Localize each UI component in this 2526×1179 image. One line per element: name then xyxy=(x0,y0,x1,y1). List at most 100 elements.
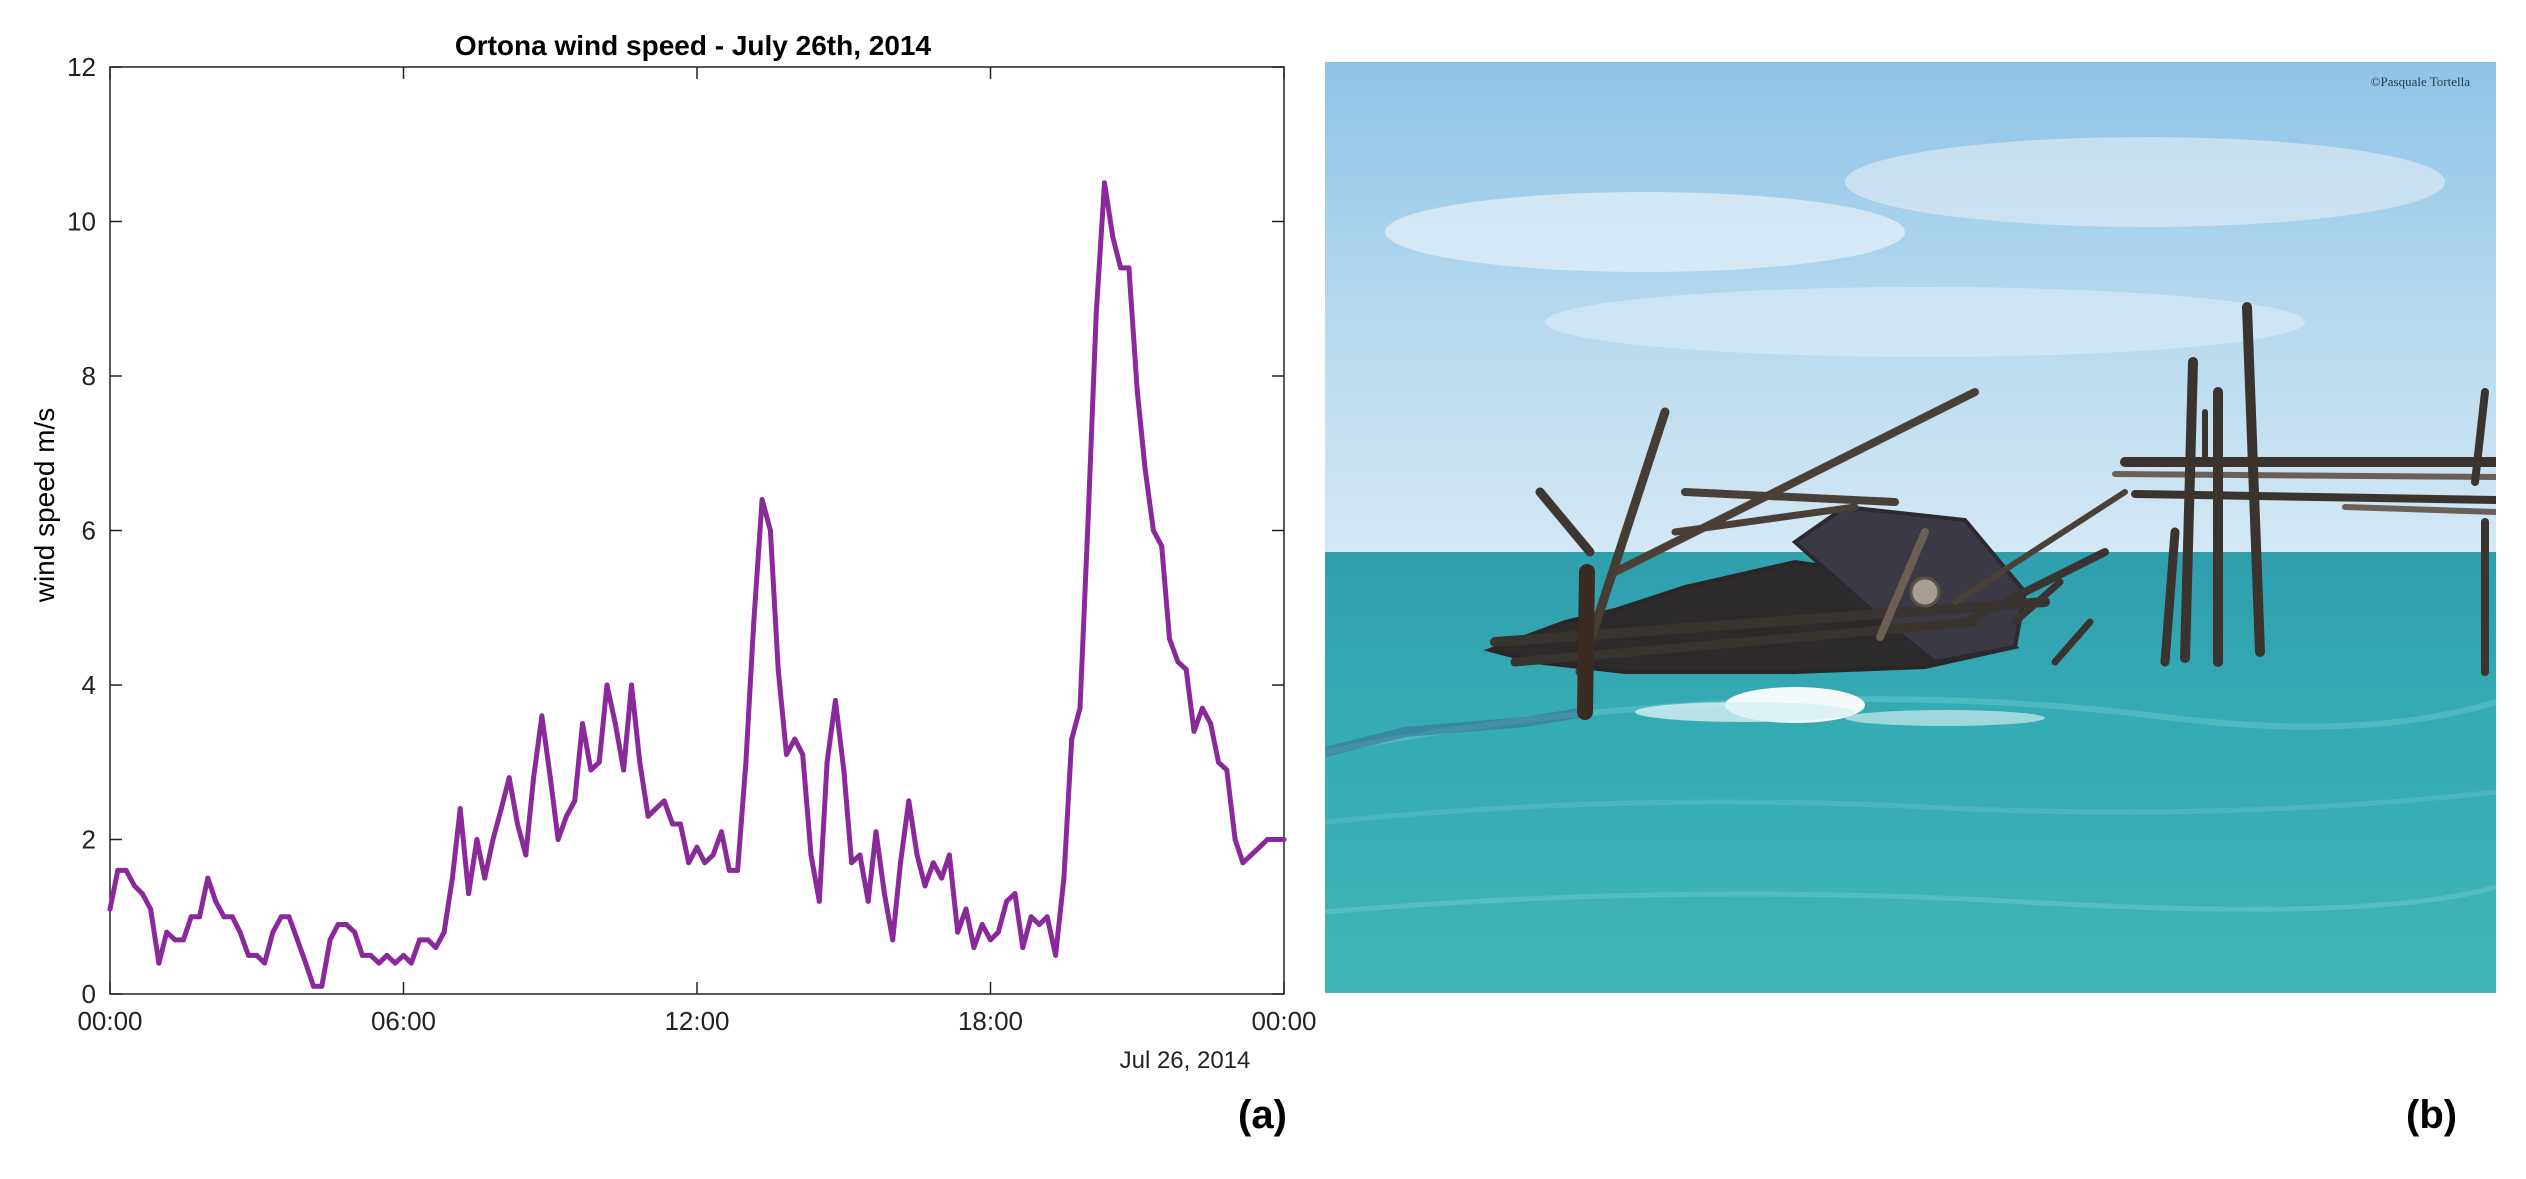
trabocco-photo: ©Pasquale Tortella xyxy=(1325,62,2496,993)
data-point xyxy=(506,775,512,781)
panel-label-b: (b) xyxy=(2406,1093,2458,1137)
data-point xyxy=(132,883,137,889)
x-axis-date-label: Jul 26, 2014 xyxy=(1120,1047,1251,1074)
data-point xyxy=(857,852,863,858)
data-point xyxy=(270,929,276,935)
sea-foam xyxy=(1845,710,2045,726)
data-point xyxy=(547,775,553,781)
data-point xyxy=(995,929,1001,935)
data-point xyxy=(433,945,439,951)
data-point xyxy=(661,798,667,804)
data-point xyxy=(726,867,732,873)
data-point xyxy=(115,867,121,873)
data-point xyxy=(213,898,219,904)
data-point xyxy=(164,929,170,935)
data-point xyxy=(555,837,561,842)
data-point xyxy=(1102,180,1107,186)
wave-streak xyxy=(1325,884,2496,915)
data-point xyxy=(1159,543,1165,549)
data-point xyxy=(759,497,765,503)
data-point xyxy=(563,813,569,819)
wave-streak xyxy=(1325,707,1586,757)
data-point xyxy=(841,767,847,773)
data-point xyxy=(278,914,284,920)
data-point xyxy=(808,852,814,858)
x-tick-label: 00:00 xyxy=(1251,1006,1316,1036)
data-point xyxy=(1216,759,1221,765)
data-point xyxy=(148,906,154,912)
data-point xyxy=(1077,705,1083,711)
data-point xyxy=(531,775,537,781)
y-tick-label: 6 xyxy=(82,516,96,546)
cloud xyxy=(1385,192,1905,272)
data-point xyxy=(311,983,316,989)
data-point xyxy=(408,960,414,966)
data-point xyxy=(873,829,879,835)
data-point xyxy=(1167,636,1172,642)
data-point xyxy=(1044,914,1050,920)
data-point xyxy=(930,860,936,866)
data-point xyxy=(1183,667,1189,672)
data-point xyxy=(637,759,643,765)
data-point xyxy=(1142,466,1148,472)
wave-streak xyxy=(1325,789,2496,825)
data-point xyxy=(979,922,985,927)
data-point xyxy=(743,759,749,765)
data-point xyxy=(474,837,480,842)
data-point xyxy=(1093,311,1099,317)
data-point xyxy=(180,937,186,943)
data-point xyxy=(205,875,211,881)
data-point xyxy=(963,906,969,912)
data-point xyxy=(197,914,202,920)
data-point xyxy=(946,852,952,858)
data-point xyxy=(376,960,382,966)
data-point xyxy=(588,767,594,773)
data-point xyxy=(955,929,961,935)
data-point xyxy=(1118,265,1124,271)
data-point xyxy=(629,682,634,688)
y-tick-label: 12 xyxy=(67,52,96,82)
data-point xyxy=(596,759,602,765)
photo-illustration: ©Pasquale Tortella xyxy=(1325,62,2496,993)
collapsed-trabocco xyxy=(1483,388,2128,720)
data-point xyxy=(449,875,455,881)
data-point xyxy=(832,698,838,703)
data-point xyxy=(775,667,781,672)
data-point xyxy=(971,945,977,951)
x-tick-label: 06:00 xyxy=(371,1006,436,1036)
data-point xyxy=(572,798,578,804)
data-point xyxy=(1069,736,1075,742)
wave-streak xyxy=(1325,696,2496,755)
data-point xyxy=(621,767,627,773)
data-point xyxy=(800,752,806,757)
data-point xyxy=(881,891,887,897)
data-point xyxy=(1232,837,1238,842)
data-point xyxy=(343,922,349,927)
data-point xyxy=(523,852,529,858)
data-point xyxy=(139,891,145,897)
data-point xyxy=(335,922,341,927)
data-point xyxy=(735,867,741,873)
data-point xyxy=(653,806,659,812)
data-point xyxy=(677,821,683,827)
data-point xyxy=(580,721,585,727)
data-point xyxy=(1281,837,1287,842)
data-point xyxy=(1085,512,1091,518)
data-point xyxy=(898,860,903,866)
data-point xyxy=(865,898,871,904)
data-point xyxy=(156,960,162,966)
cloud xyxy=(1845,137,2445,227)
data-point xyxy=(1248,852,1254,858)
data-point xyxy=(890,937,896,943)
wind-speed-chart: Ortona wind speed - July 26th, 2014 wind… xyxy=(29,30,1317,1074)
data-point xyxy=(515,821,520,827)
data-point xyxy=(425,937,431,943)
data-point xyxy=(286,914,292,920)
data-point xyxy=(784,752,789,757)
data-point xyxy=(824,759,830,765)
wind-speed-points xyxy=(107,180,1287,989)
sea-foam xyxy=(1635,702,1855,722)
data-point xyxy=(107,906,113,912)
wind-speed-line xyxy=(107,180,1287,989)
data-point xyxy=(123,867,129,873)
